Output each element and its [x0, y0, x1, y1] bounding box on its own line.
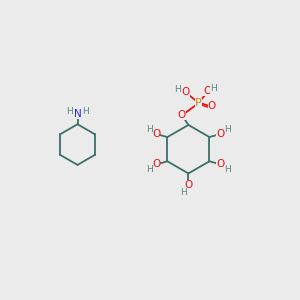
Text: O: O [152, 159, 160, 169]
Text: H: H [146, 125, 153, 134]
Text: H: H [146, 165, 153, 174]
Text: O: O [178, 110, 186, 120]
Text: H: H [210, 84, 217, 93]
Text: O: O [152, 129, 160, 139]
Text: H: H [224, 165, 231, 174]
Text: H: H [67, 107, 73, 116]
Text: H: H [174, 85, 181, 94]
Text: O: O [203, 86, 211, 96]
Text: P: P [195, 98, 202, 108]
Text: O: O [216, 159, 225, 169]
Text: O: O [208, 101, 216, 111]
Text: O: O [184, 180, 193, 190]
Text: H: H [180, 188, 187, 197]
Text: H: H [82, 107, 88, 116]
Text: O: O [181, 87, 190, 97]
Text: H: H [224, 125, 231, 134]
Text: O: O [216, 129, 225, 139]
Text: N: N [74, 109, 81, 119]
